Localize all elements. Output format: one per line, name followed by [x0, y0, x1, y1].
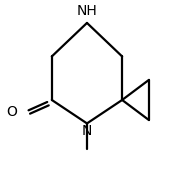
Text: NH: NH — [77, 4, 97, 18]
Text: O: O — [7, 105, 17, 119]
Text: N: N — [82, 124, 92, 138]
